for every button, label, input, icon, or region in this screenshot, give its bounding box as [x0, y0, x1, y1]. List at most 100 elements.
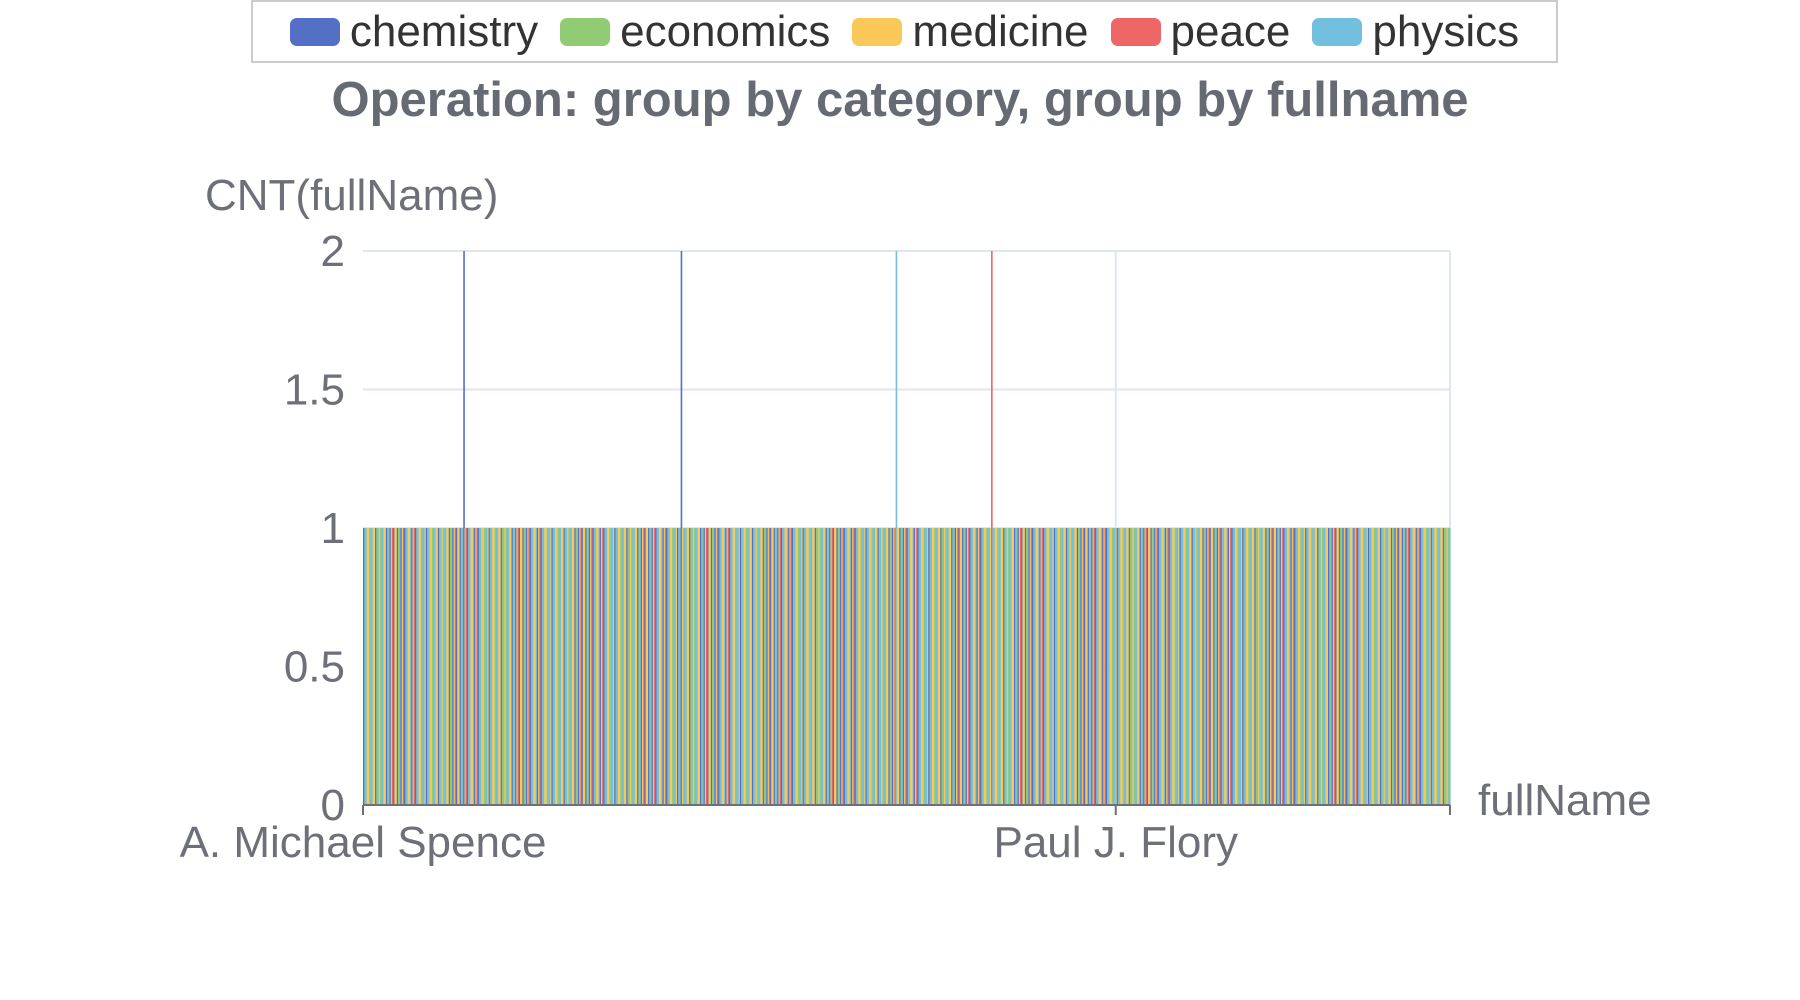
bar-medicine [1099, 528, 1102, 805]
bar-physics [1256, 528, 1259, 805]
bar-economics [701, 528, 703, 805]
bar-physics [748, 528, 750, 805]
bar-medicine [1162, 528, 1165, 805]
bar-chemistry [425, 528, 428, 805]
bar-physics [702, 528, 704, 805]
legend-item-peace[interactable]: peace [1110, 6, 1291, 56]
bar-physics [1044, 528, 1046, 805]
bar-medicine [590, 528, 592, 805]
bar-economics [683, 528, 685, 805]
bar-medicine [983, 528, 986, 805]
bar-medicine [1022, 528, 1025, 805]
bar-chemistry [385, 528, 388, 805]
legend-item-medicine[interactable]: medicine [852, 9, 1089, 54]
bar-medicine [1325, 528, 1328, 805]
bar-peace [842, 528, 845, 805]
bar-peace [1208, 528, 1211, 805]
bar-economics [756, 528, 759, 805]
bar-physics [657, 528, 660, 805]
bar-economics [837, 528, 840, 805]
bar-physics [964, 528, 967, 805]
bar-physics [468, 528, 470, 805]
bar-peace [1030, 528, 1033, 805]
bar-medicine [1085, 528, 1087, 805]
bar-medicine [1109, 528, 1112, 805]
bar-physics [907, 528, 910, 805]
bar-economics [986, 528, 988, 805]
bar-chemistry [718, 528, 720, 805]
bar-physics [987, 528, 990, 805]
bar-economics [1259, 528, 1261, 805]
bar-physics [416, 528, 418, 805]
legend-item-chemistry[interactable]: chemistry [289, 6, 539, 56]
bar-physics [605, 528, 608, 805]
bar-chemistry [728, 528, 731, 805]
bar-economics [564, 528, 567, 805]
bar-chemistry [1346, 528, 1348, 805]
bar-economics [1129, 528, 1132, 805]
bar-physics [1307, 528, 1310, 805]
bar-physics [370, 528, 372, 805]
bar-chemistry [1272, 528, 1275, 805]
bar-medicine [812, 528, 814, 805]
bar-medicine [458, 528, 461, 805]
bar-medicine [1412, 528, 1415, 805]
bar-medicine [681, 528, 684, 805]
y-tick-label: 1 [321, 504, 345, 553]
bar-physics [925, 528, 928, 805]
bar-medicine [1092, 528, 1095, 805]
bar-economics [369, 528, 371, 805]
bar-physics [1422, 528, 1424, 805]
bar-medicine [1218, 528, 1220, 805]
legend-label: peace [1170, 6, 1291, 56]
bar-physics [1119, 528, 1121, 805]
bar-peace [391, 528, 394, 805]
bar-economics [1373, 528, 1376, 805]
bar-physics [478, 528, 481, 805]
bar-medicine [1040, 528, 1043, 805]
legend-item-economics[interactable]: economics [560, 9, 830, 54]
bar-economics [690, 528, 692, 805]
bar-peace [1407, 528, 1410, 805]
bar-economics [712, 528, 714, 805]
bar-medicine [487, 528, 490, 805]
bar-medicine [744, 528, 747, 805]
bar-medicine [1371, 528, 1374, 805]
bar-peace [1167, 528, 1169, 805]
bar-physics [406, 528, 409, 805]
bar-medicine [1225, 528, 1227, 805]
bar-physics [469, 528, 471, 805]
bar-physics [1079, 528, 1081, 805]
bar-medicine [373, 528, 376, 805]
bar-chemistry [928, 528, 930, 805]
bar-chemistry [655, 528, 657, 805]
legend-swatch [560, 17, 611, 46]
bar-peace [916, 528, 918, 805]
bar-medicine [670, 528, 673, 805]
bar-physics [1302, 528, 1305, 805]
bar-medicine [482, 528, 485, 805]
bar-physics [542, 528, 545, 805]
bar-chemistry [788, 528, 790, 805]
bar-medicine [498, 528, 500, 805]
bar-physics [805, 528, 807, 805]
bar-chemistry [899, 528, 901, 805]
legend-item-physics[interactable]: physics [1312, 9, 1519, 54]
bar-medicine [663, 528, 666, 805]
bar-chemistry [459, 528, 462, 805]
bar-medicine [1264, 528, 1266, 805]
bar-physics [1033, 528, 1035, 805]
bar-medicine [606, 528, 609, 805]
legend-label: chemistry [349, 6, 539, 56]
bar-physics [720, 528, 723, 805]
bar-medicine [412, 528, 415, 805]
bar-physics [1226, 528, 1229, 805]
bar-medicine [652, 528, 655, 805]
bar-medicine [1224, 528, 1226, 805]
bar-economics [745, 528, 748, 805]
bar-peace [1093, 528, 1096, 805]
bar-chemistry [666, 528, 668, 805]
bar-medicine [1183, 528, 1185, 805]
bar-physics [1393, 528, 1395, 805]
